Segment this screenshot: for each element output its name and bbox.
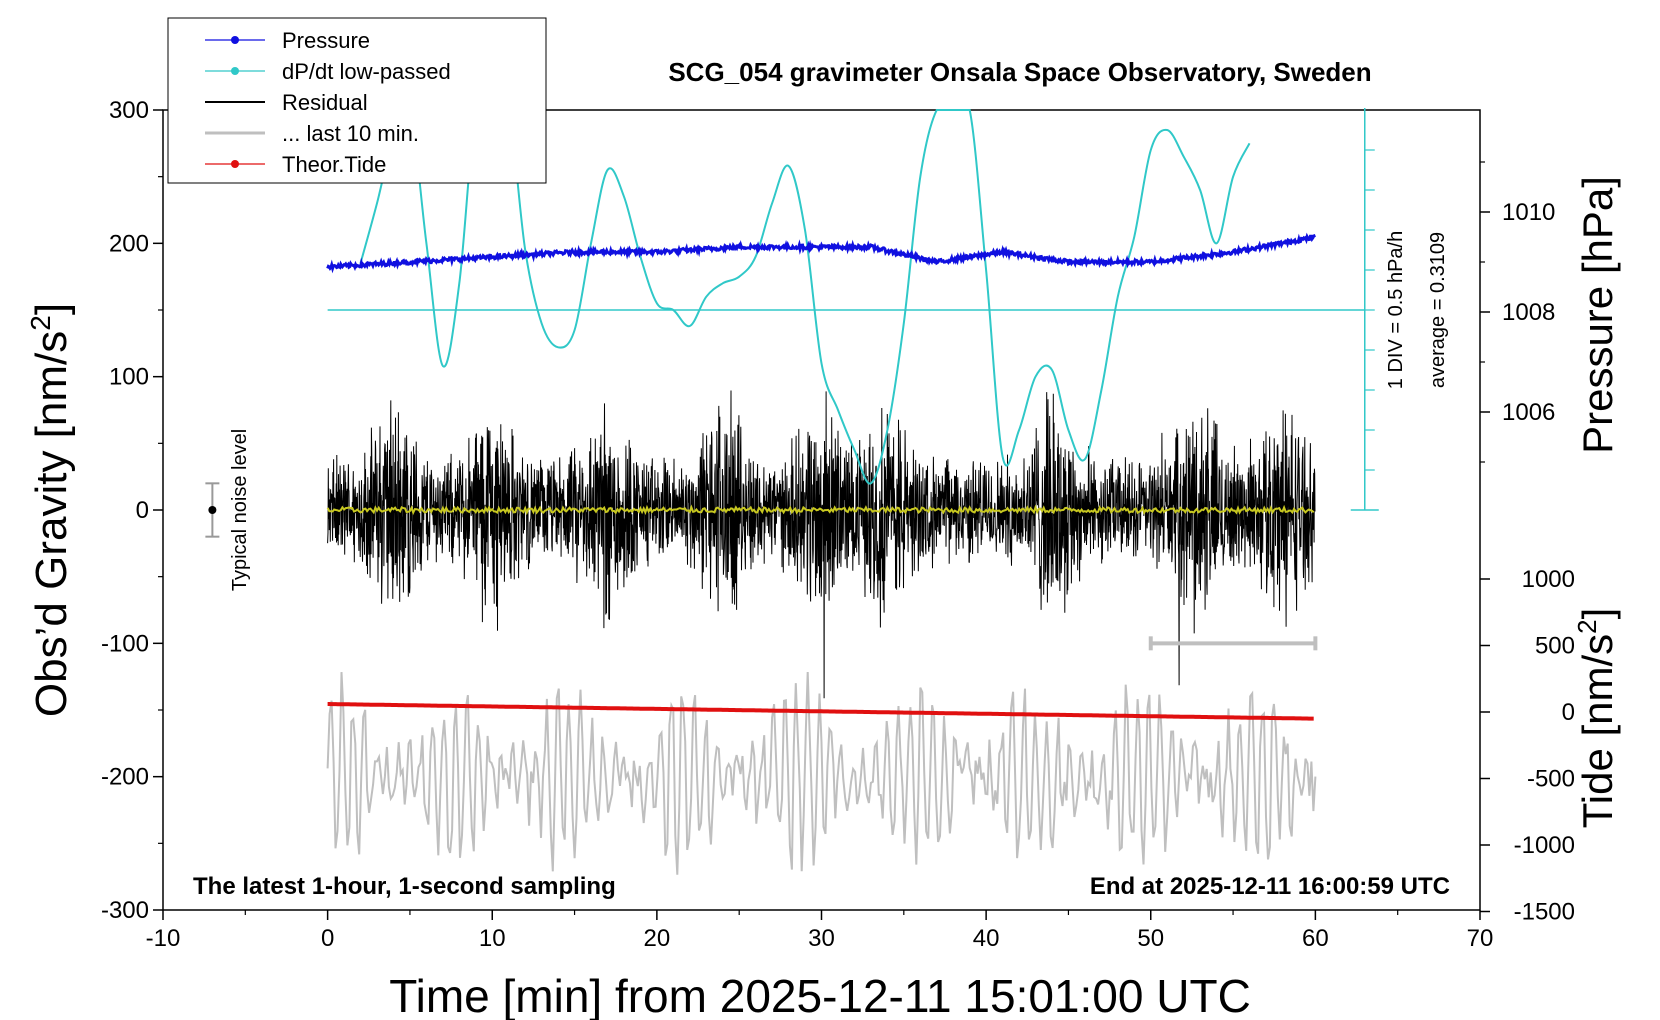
left-axis-title-text: Obs’d Gravity [nm/s	[27, 331, 76, 717]
tide-axis-ticks: 1000 500 0 -500 -1000 -1500	[1480, 566, 1575, 926]
left-axis-title-close: ]	[27, 303, 76, 315]
div-label: 1 DIV = 0.5 hPa/h	[1385, 231, 1407, 389]
tide-tick-label: -1500	[1514, 899, 1575, 926]
left-tick-label: -200	[101, 764, 149, 791]
x-tick-label: 70	[1467, 925, 1494, 952]
pressure-layer	[326, 232, 1316, 274]
x-tick-label: 10	[479, 925, 506, 952]
x-tick-label: 40	[973, 925, 1000, 952]
x-axis-ticks: -10 0 10 20 30 40 50 60 70	[146, 910, 1494, 952]
tide-axis-title: Tide [nm/s2]	[1572, 608, 1621, 829]
legend-marker	[231, 36, 239, 44]
left-axis-title: Obs’d Gravity [nm/s2]	[25, 303, 76, 717]
noise-bar-point	[208, 506, 217, 514]
theoretical-tide-layer	[327, 702, 1314, 721]
left-tick-label: -300	[101, 897, 149, 924]
tide-line	[327, 702, 1314, 721]
x-tick-label: 30	[808, 925, 835, 952]
legend: Pressure dP/dt low-passed Residual ... last…	[167, 17, 547, 184]
smoothed-layer	[326, 504, 1315, 516]
tide-tick-label: 1000	[1522, 566, 1575, 593]
average-label: average = 0.3109	[1427, 232, 1449, 388]
pressure-tick-label: 1006	[1502, 399, 1555, 426]
tide-tick-label: 0	[1562, 699, 1575, 726]
bottom-left-note: The latest 1-hour, 1-second sampling	[193, 873, 616, 900]
last-10-min-layer	[1148, 636, 1318, 651]
x-tick-label: -10	[146, 925, 181, 952]
legend-label: Residual	[282, 90, 368, 115]
dpdt-scale-layer	[1350, 108, 1379, 511]
left-tick-label: 200	[109, 230, 149, 257]
pressure-tick-label: 1010	[1502, 199, 1555, 226]
tide-axis-title-text: Tide [nm/s	[1574, 634, 1621, 829]
left-tick-label: 100	[109, 364, 149, 391]
legend-label: ... last 10 min.	[282, 121, 419, 146]
x-tick-label: 50	[1137, 925, 1164, 952]
tide-axis-title-close: ]	[1574, 608, 1621, 620]
legend-marker	[231, 67, 239, 75]
left-tick-label: 300	[109, 97, 149, 124]
pressure-axis-title: Pressure [hPa]	[1574, 176, 1621, 454]
left-tick-label: -100	[101, 630, 149, 657]
legend-label: Theor.Tide	[282, 152, 386, 177]
bottom-right-note: End at 2025-12-11 16:00:59 UTC	[1090, 873, 1450, 900]
pressure-tick-label: 1008	[1502, 299, 1555, 326]
smoothed-line	[326, 504, 1315, 516]
x-tick-label: 60	[1302, 925, 1329, 952]
left-tick-label: 0	[136, 497, 149, 524]
tide-axis-title-sup: 2	[1572, 619, 1602, 633]
tide-band-layer	[326, 671, 1317, 875]
tide-band-line	[326, 671, 1317, 875]
legend-entries: Pressure dP/dt low-passed Residual ... last…	[205, 28, 451, 177]
legend-marker	[231, 160, 239, 168]
residual-layer	[327, 390, 1316, 699]
noise-bar-layer	[205, 482, 220, 538]
legend-label: Pressure	[282, 28, 370, 53]
x-tick-label: 0	[321, 925, 334, 952]
residual-line	[327, 390, 1316, 699]
left-axis-ticks: 300 200 100 0 -100 -200 -300	[101, 97, 163, 924]
noise-level-label: Typical noise level	[229, 429, 251, 591]
x-axis-title: Time [min] from 2025-12-11 15:01:00 UTC	[389, 970, 1251, 1020]
tide-tick-label: -1000	[1514, 832, 1575, 859]
x-tick-label: 20	[644, 925, 671, 952]
chart-title: SCG_054 gravimeter Onsala Space Observat…	[668, 57, 1371, 87]
left-axis-title-sup: 2	[25, 315, 56, 331]
pressure-axis-ticks: 1010 1008 1006	[1480, 161, 1555, 463]
legend-box	[167, 17, 547, 184]
legend-label: dP/dt low-passed	[282, 59, 451, 84]
tide-tick-label: 500	[1535, 633, 1575, 660]
pressure-line	[326, 232, 1316, 274]
tide-tick-label: -500	[1527, 766, 1575, 793]
